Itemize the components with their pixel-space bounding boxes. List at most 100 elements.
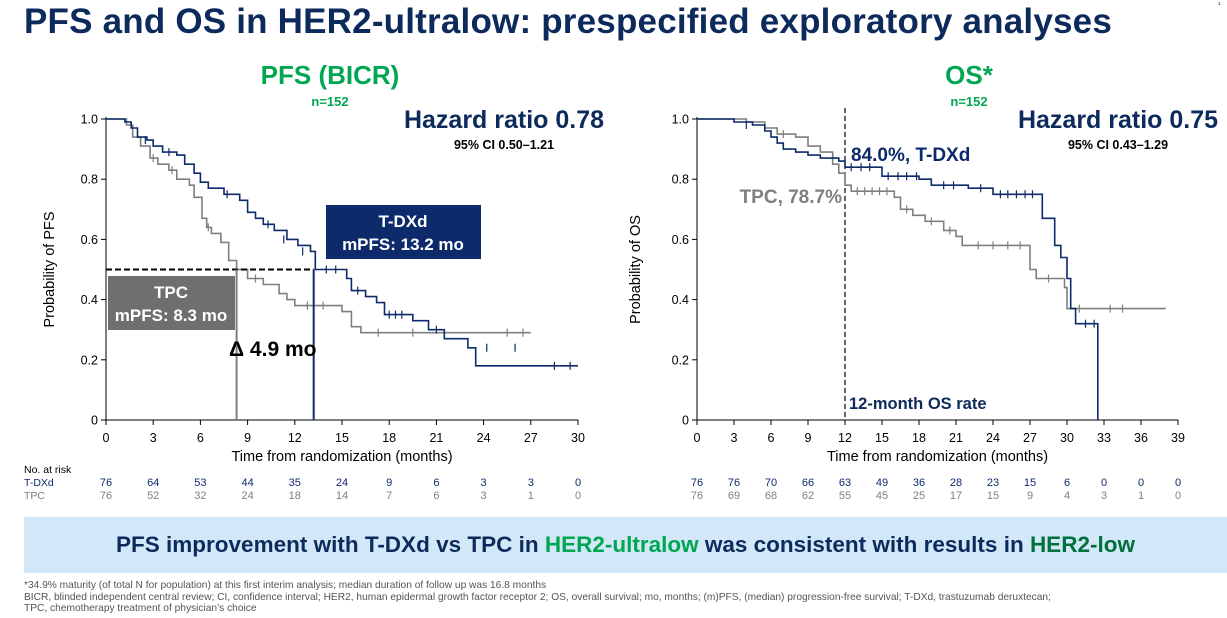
os-risk-tdxd-value: 23 [987,477,999,489]
os-ytick-label: 1.0 [672,113,689,127]
os-xtick-label: 27 [1023,431,1037,445]
pfs-delta-label: Δ 4.9 mo [229,338,316,361]
pfs-risk-tpc-value: 14 [336,490,348,502]
os-tdxd-curve [697,118,1099,420]
os-ytick-label: 0.2 [672,353,689,367]
pfs-risk-tdxd-value: 6 [433,477,439,489]
os-tdxd-rate-label: 84.0%, T-DXd [851,145,970,166]
pfs-x-axis-label: Time from randomization (months) [231,449,452,465]
pfs-risk-tpc-value: 7 [386,490,392,502]
pfs-tdxd-box-value: mPFS: 13.2 mo [342,235,464,254]
pfs-ytick-label: 0.6 [81,233,98,247]
os-risk-tpc-value: 76 [691,490,703,502]
os-risk-tpc-value: 68 [765,490,777,502]
pfs-xtick-label: 12 [288,431,302,445]
pfs-risk-tpc-value: 6 [433,490,439,502]
pfs-risk-tdxd-value: 76 [100,477,112,489]
pfs-risk-tdxd-value: 9 [386,477,392,489]
os-risk-tpc-value: 1 [1138,490,1144,502]
os-xtick-label: 12 [838,431,852,445]
os-hazard-ratio: Hazard ratio 0.75 [1018,106,1218,134]
footnote-2: BICR, blinded independent central review… [24,591,1051,603]
os-risk-tdxd-value: 15 [1024,477,1036,489]
os-risk-tdxd-value: 70 [765,477,777,489]
risk-label-tdxd: T-DXd [24,477,54,489]
pfs-risk-tpc-value: 52 [147,490,159,502]
os-subtitle: n=152 [950,94,987,109]
os-xtick-label: 0 [694,431,701,445]
os-x-axis-label: Time from randomization (months) [827,449,1048,465]
pfs-risk-tpc-value: 3 [481,490,487,502]
os-risk-tdxd-value: 28 [950,477,962,489]
risk-header: No. at risk [24,464,72,476]
km-charts: PFS (BICR) n=152 Hazard ratio 0.78 95% CI 0… [24,60,1218,502]
pfs-ytick-label: 0.2 [81,353,98,367]
pfs-ytick-label: 0 [91,414,98,428]
os-ytick-label: 0.8 [672,173,689,187]
os-xtick-label: 21 [949,431,963,445]
banner-text: PFS improvement with T-DXd vs TPC in HER… [116,532,1135,558]
pfs-xtick-label: 6 [197,431,204,445]
footnote-1: *34.9% maturity (of total N for populati… [24,580,547,591]
pfs-xtick-label: 24 [477,431,491,445]
risk-label-tpc: TPC [24,490,45,502]
os-risk-tdxd-value: 36 [913,477,925,489]
os-risk-tpc-value: 62 [802,490,814,502]
pfs-risk-tpc-value: 32 [194,490,206,502]
pfs-xtick-label: 15 [335,431,349,445]
os-risk-tpc-value: 69 [728,490,740,502]
os-xtick-label: 6 [768,431,775,445]
pfs-tdxd-curve [106,118,578,367]
banner-part-2: HER2-ultralow [544,532,699,557]
os-risk-tdxd-value: 0 [1138,477,1144,489]
pfs-risk-tdxd-value: 3 [481,477,487,489]
footnote-3: TPC, chemotherapy treatment of physician… [24,603,257,615]
pfs-risk-tdxd-value: 53 [194,477,206,489]
os-risk-tpc-value: 55 [839,490,851,502]
pfs-ci: 95% CI 0.50–1.21 [454,138,554,152]
os-landmark-label: 12-month OS rate [849,395,987,413]
pfs-risk-tpc-value: 1 [528,490,534,502]
pfs-subtitle: n=152 [311,94,348,109]
pfs-tdxd-box-label: T-DXd [378,212,427,231]
footnotes: *34.9% maturity (of total N for populati… [24,580,1051,615]
pfs-risk-tdxd-value: 0 [575,477,581,489]
pfs-hazard-ratio: Hazard ratio 0.78 [404,106,604,134]
pfs-risk-tdxd-value: 44 [241,477,253,489]
os-risk-tpc-value: 45 [876,490,888,502]
os-xtick-label: 18 [912,431,926,445]
pfs-ytick-label: 0.8 [81,173,98,187]
banner-part-1: PFS improvement with T-DXd vs TPC in [116,532,545,557]
os-risk-tdxd-value: 49 [876,477,888,489]
pfs-xtick-label: 9 [244,431,251,445]
pfs-xtick-label: 0 [103,431,110,445]
pfs-tdxd-median-box [326,205,481,259]
pfs-chart-title: PFS (BICR) [261,60,400,90]
pfs-xtick-label: 27 [524,431,538,445]
pfs-xtick-label: 21 [429,431,443,445]
pfs-tpc-median-box [108,276,235,330]
page-title: PFS and OS in HER2-ultralow: prespecifie… [24,2,1112,41]
os-risk-tdxd-value: 0 [1101,477,1107,489]
os-ytick-label: 0.4 [672,293,689,307]
os-xtick-label: 30 [1060,431,1074,445]
os-tpc-curve [697,118,1166,310]
os-xtick-label: 39 [1171,431,1185,445]
pfs-tpc-box-label: TPC [154,283,188,302]
pfs-ytick-label: 1.0 [81,113,98,127]
os-xtick-label: 24 [986,431,1000,445]
pfs-risk-tpc-value: 24 [241,490,253,502]
os-ci: 95% CI 0.43–1.29 [1068,138,1168,152]
os-risk-tpc-value: 17 [950,490,962,502]
os-ytick-label: 0.6 [672,233,689,247]
conclusion-banner: PFS improvement with T-DXd vs TPC in HER… [24,517,1227,573]
pfs-xtick-label: 30 [571,431,585,445]
pfs-ytick-label: 0.4 [81,293,98,307]
os-xtick-label: 15 [875,431,889,445]
os-xtick-label: 33 [1097,431,1111,445]
os-risk-tdxd-value: 66 [802,477,814,489]
banner-part-3: was consistent with results in [698,532,1030,557]
os-chart-title: OS* [945,60,994,90]
pfs-risk-tpc-value: 18 [289,490,301,502]
pfs-y-axis-label: Probability of PFS [42,211,58,327]
